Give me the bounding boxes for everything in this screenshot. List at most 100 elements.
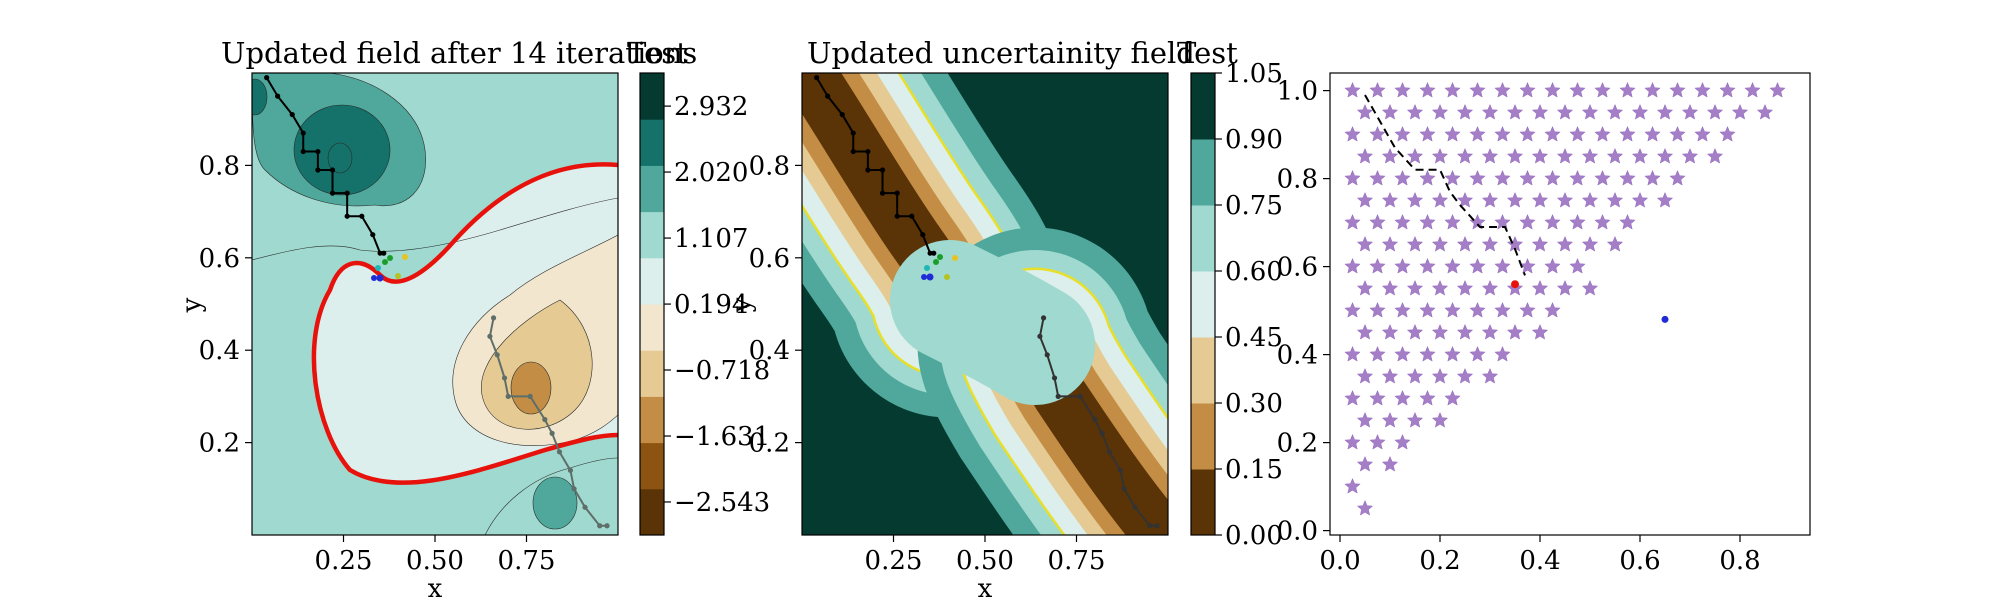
sample-point <box>300 130 306 136</box>
candidate-star <box>1494 301 1511 318</box>
candidate-star <box>1694 125 1711 142</box>
candidate-star <box>1481 235 1499 252</box>
colorbar-tick-label: 0.45 <box>1225 323 1283 353</box>
candidate-star <box>1456 191 1474 208</box>
candidate-star <box>1606 147 1624 164</box>
sample-point <box>604 523 610 529</box>
candidate-star <box>1469 125 1486 142</box>
candidate-star <box>1369 389 1386 406</box>
sample-point <box>582 504 588 510</box>
panel-samples: 0.0 0.2 0.4 0.6 0.8 0.0 0.2 0.4 0.6 0.8 1.0 <box>1277 72 1811 576</box>
candidate-star <box>1394 433 1411 450</box>
candidate-star <box>1719 125 1736 142</box>
candidate-star <box>1656 191 1674 208</box>
candidate-star <box>1544 169 1561 186</box>
candidate-star <box>1556 147 1574 164</box>
candidate-star <box>1569 81 1586 98</box>
candidate-star <box>1406 103 1424 120</box>
candidate-star <box>1394 125 1411 142</box>
candidate-star <box>1356 323 1374 340</box>
panel1-bottom-blob <box>532 476 578 530</box>
candidate-star <box>1569 213 1586 230</box>
candidate-star <box>1581 191 1599 208</box>
sample-point <box>894 213 900 219</box>
sample-yellow-1 <box>402 254 408 260</box>
colorbar-segment <box>640 165 664 213</box>
sample-blue-2 <box>371 275 377 281</box>
candidate-star <box>1369 257 1386 274</box>
candidate-star <box>1394 345 1411 362</box>
sample-green-2 <box>937 254 943 260</box>
colorbar-tick-label: 0.60 <box>1225 257 1283 287</box>
candidate-star <box>1444 345 1461 362</box>
panel1-dark-core-inner <box>327 142 353 174</box>
sample-point <box>597 523 603 529</box>
candidate-star <box>1356 367 1374 384</box>
candidate-star <box>1469 345 1486 362</box>
candidate-star <box>1469 213 1486 230</box>
sample-point <box>879 167 886 173</box>
candidate-star <box>1469 169 1486 186</box>
candidate-star <box>1531 235 1549 252</box>
panel3-y-ticks: 0.0 0.2 0.4 0.6 0.8 1.0 <box>1277 77 1330 547</box>
sample-green-1 <box>933 259 939 265</box>
panel2-bands <box>802 73 1168 535</box>
panel1-y-ticks: 0.2 0.4 0.6 0.8 <box>199 151 252 459</box>
candidate-star <box>1369 169 1386 186</box>
sample-point <box>1154 523 1160 529</box>
candidate-star <box>1631 147 1649 164</box>
candidate-star <box>1431 323 1449 340</box>
candidate-star <box>1644 125 1661 142</box>
colorbar-tick-label: 0.15 <box>1225 455 1283 485</box>
candidate-star <box>1494 81 1511 98</box>
panel1-thin-contour-b <box>484 457 618 535</box>
candidate-star <box>1519 125 1536 142</box>
candidate-star <box>1394 257 1411 274</box>
sample-point <box>1040 315 1047 321</box>
candidate-star <box>1444 389 1461 406</box>
panel2-title: Updated uncertainity field <box>807 36 1195 70</box>
candidate-star <box>1419 213 1436 230</box>
panel3-highlight-points <box>1511 280 1669 323</box>
candidate-star <box>1544 81 1561 98</box>
sample-point <box>315 148 321 155</box>
panel2-colorbar-label: Test <box>1177 36 1238 70</box>
panel1-xlabel: x <box>428 574 443 600</box>
candidate-star <box>1419 169 1436 186</box>
candidate-star <box>1619 169 1636 186</box>
sample-point <box>1106 449 1113 455</box>
candidate-star <box>1606 103 1624 120</box>
sample-point <box>289 111 295 118</box>
sample-point <box>542 416 548 423</box>
candidate-star <box>1481 103 1499 120</box>
candidate-star <box>1531 323 1549 340</box>
panel-uncertainty: Updated uncertainity field 0.25 0.50 0.75 … <box>727 36 1283 600</box>
candidate-star <box>1344 345 1361 362</box>
panel-field: Updated field after 14 iterations <box>177 36 770 600</box>
candidate-star <box>1406 411 1424 428</box>
sample-point <box>344 190 350 196</box>
candidate-star <box>1569 169 1586 186</box>
sample-point <box>879 190 886 196</box>
candidate-star <box>1444 213 1461 230</box>
sample-point <box>567 467 574 473</box>
candidate-star <box>1456 103 1474 120</box>
candidate-star <box>1356 191 1374 208</box>
sample-point <box>359 213 365 219</box>
sample-point <box>1117 467 1124 473</box>
colorbar-segment <box>1191 271 1215 338</box>
sample-point <box>487 333 493 339</box>
candidate-star <box>1406 235 1424 252</box>
sample-point <box>920 232 926 238</box>
colorbar-segment <box>640 396 664 444</box>
panel1-title: Updated field after 14 iterations <box>221 36 697 70</box>
panel1-colorbar-label: Test <box>627 36 688 70</box>
y-tick-label: 0.6 <box>199 244 240 274</box>
candidate-star <box>1494 169 1511 186</box>
candidate-star <box>1506 191 1524 208</box>
candidate-star <box>1581 103 1599 120</box>
candidate-star <box>1481 367 1499 384</box>
sample-point <box>825 93 831 99</box>
colorbar-segment <box>640 211 664 259</box>
candidate-star <box>1719 81 1736 98</box>
